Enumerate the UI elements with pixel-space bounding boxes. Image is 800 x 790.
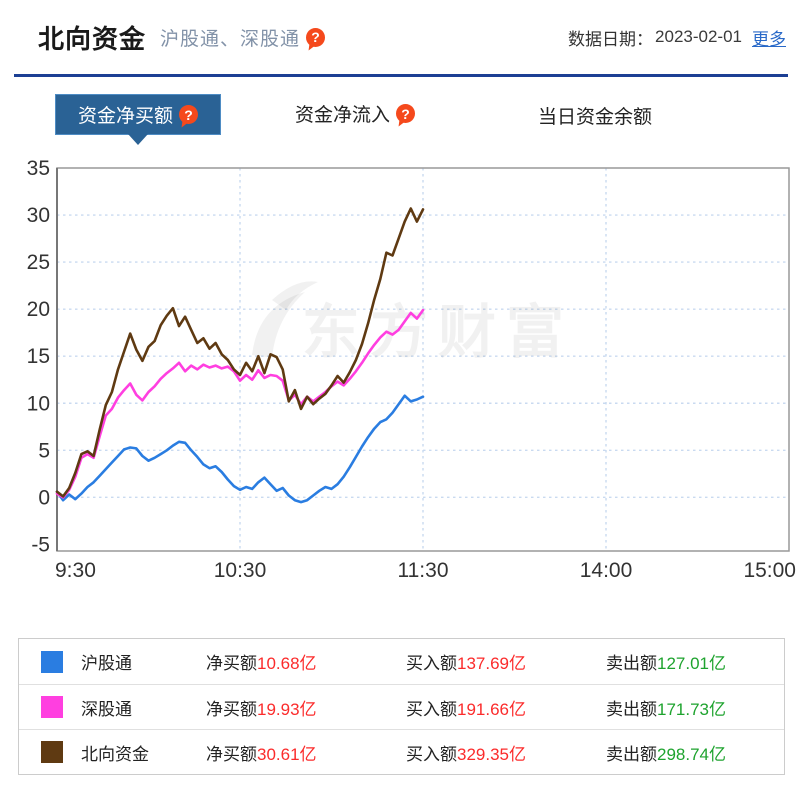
net-buy-cell: 净买额10.68亿 bbox=[206, 654, 317, 673]
help-icon[interactable]: ? bbox=[179, 105, 199, 124]
sell-amount-cell: 卖出额298.74亿 bbox=[606, 744, 726, 764]
tab-label: 资金净流入 bbox=[295, 105, 391, 126]
active-tab-arrow-icon bbox=[128, 134, 148, 145]
series-name: 沪股通 bbox=[81, 654, 132, 673]
svg-text:东方财富: 东方财富 bbox=[302, 300, 574, 365]
net-buy-value: 30.61亿 bbox=[257, 744, 317, 764]
x-axis-label: 11:30 bbox=[398, 559, 449, 582]
y-axis-label: -5 bbox=[31, 533, 50, 556]
y-axis-label: 25 bbox=[27, 251, 50, 274]
tab-label: 当日资金余额 bbox=[538, 107, 653, 128]
tab-net-buy-amount[interactable]: 资金净买额 ? bbox=[55, 94, 222, 145]
buy-amount-value: 191.66亿 bbox=[457, 699, 526, 719]
buy-amount-cell: 买入额191.66亿 bbox=[406, 699, 526, 719]
y-axis-label: 20 bbox=[27, 298, 50, 321]
page-subtitle: 沪股通、深股通 bbox=[160, 28, 301, 50]
net-buy-value: 10.68亿 bbox=[257, 654, 317, 673]
series-color-swatch bbox=[41, 650, 63, 673]
y-axis-label: 30 bbox=[27, 204, 50, 227]
more-link[interactable]: 更多 bbox=[752, 29, 786, 49]
x-axis-label: 10:30 bbox=[214, 559, 267, 582]
date-value: 2023-02-01 bbox=[655, 27, 742, 46]
net-buy-value: 19.93亿 bbox=[257, 699, 317, 719]
header: 北向资金 沪股通、深股通 ? 数据日期： 2023-02-01 更多 bbox=[38, 14, 786, 60]
buy-amount-value: 329.35亿 bbox=[457, 744, 526, 764]
sell-amount-value: 171.73亿 bbox=[657, 699, 726, 719]
sell-amount-cell: 卖出额171.73亿 bbox=[606, 699, 726, 719]
watermark: 东方财富 bbox=[252, 281, 574, 365]
x-axis-label: 14:00 bbox=[580, 559, 633, 582]
sell-amount-value: 298.74亿 bbox=[657, 744, 726, 764]
help-icon[interactable]: ? bbox=[306, 27, 326, 47]
y-axis-label: 15 bbox=[27, 345, 50, 368]
tab-label: 资金净买额 bbox=[78, 106, 174, 127]
series-line-北向资金 bbox=[55, 207, 425, 498]
legend-row: 深股通 净买额19.93亿 买入额191.66亿 卖出额171.73亿 bbox=[19, 684, 784, 729]
buy-amount-cell: 买入额329.35亿 bbox=[406, 744, 526, 764]
page-title: 北向资金 bbox=[38, 23, 147, 54]
y-axis-label: 0 bbox=[38, 486, 50, 509]
legend-row: 沪股通 净买额10.68亿 买入额137.69亿 卖出额127.01亿 bbox=[19, 639, 784, 684]
net-buy-cell: 净买额30.61亿 bbox=[206, 744, 317, 764]
y-axis-label: 10 bbox=[27, 392, 50, 415]
y-axis-label: 5 bbox=[38, 439, 50, 462]
tab-daily-balance[interactable]: 当日资金余额 bbox=[524, 94, 666, 135]
series-name: 北向资金 bbox=[81, 744, 149, 764]
tab-bar: 资金净买额 ? 资金净流入 ? 当日资金余额 bbox=[55, 94, 666, 145]
chart-canvas: 东方财富 -5 0 5 10 15 20 25 30 35 9:30 10:30 11:30 14:00 1… bbox=[27, 157, 796, 582]
header-divider bbox=[14, 74, 788, 77]
sell-amount-cell: 卖出额127.01亿 bbox=[606, 654, 726, 673]
date-label: 数据日期： bbox=[568, 29, 654, 49]
help-icon[interactable]: ? bbox=[396, 104, 416, 123]
series-color-swatch bbox=[41, 696, 63, 718]
line-chart: 东方财富 -5 0 5 10 15 20 25 30 35 9:30 10:30 11:30 14:00 1… bbox=[27, 157, 796, 582]
buy-amount-cell: 买入额137.69亿 bbox=[406, 654, 526, 673]
net-buy-cell: 净买额19.93亿 bbox=[206, 699, 317, 719]
data-date: 数据日期： 2023-02-01 更多 bbox=[568, 25, 786, 50]
y-axis-label: 35 bbox=[27, 157, 50, 180]
series-color-swatch bbox=[41, 741, 63, 763]
sell-amount-value: 127.01亿 bbox=[657, 654, 726, 673]
legend-table: 沪股通 净买额10.68亿 买入额137.69亿 卖出额127.01亿深股通 净买额19… bbox=[18, 638, 785, 775]
series-name: 深股通 bbox=[81, 699, 132, 719]
tab-net-inflow[interactable]: 资金净流入 ? bbox=[281, 94, 429, 133]
buy-amount-value: 137.69亿 bbox=[457, 654, 526, 673]
series-line-沪股通 bbox=[55, 394, 425, 504]
legend-row: 北向资金 净买额30.61亿 买入额329.35亿 卖出额298.74亿 bbox=[19, 729, 784, 774]
series-line-深股通 bbox=[55, 308, 425, 499]
x-axis-label: 9:30 bbox=[55, 559, 96, 582]
x-axis-label: 15:00 bbox=[743, 559, 796, 582]
